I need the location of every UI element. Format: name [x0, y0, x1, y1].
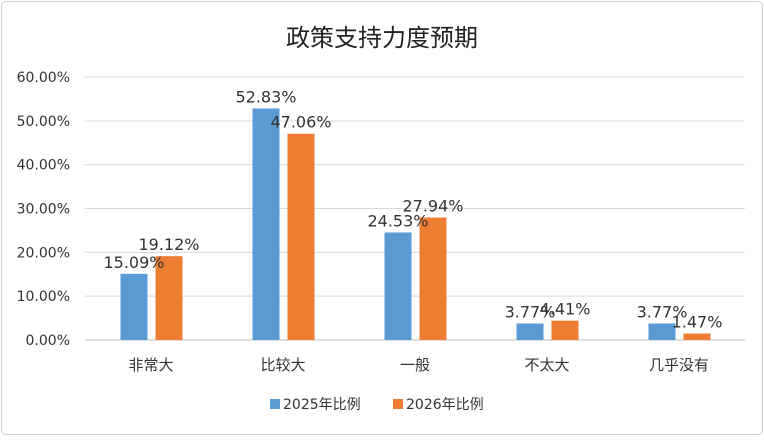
- data-label: 3.77%: [637, 302, 688, 321]
- bar-2025: [648, 323, 676, 340]
- bar-2026: [419, 217, 447, 340]
- bar-2025: [120, 273, 148, 340]
- data-label: 3.77%: [505, 302, 556, 321]
- legend-swatch: [393, 399, 403, 409]
- bar-2025: [252, 108, 280, 340]
- legend-label: 2025年比例: [283, 397, 361, 413]
- chart-title: 政策支持力度预期: [286, 24, 478, 52]
- data-label: 15.09%: [103, 253, 164, 272]
- data-label: 1.47%: [672, 313, 723, 332]
- bar-2026: [683, 333, 711, 340]
- legend-label: 2026年比例: [406, 397, 484, 413]
- legend-swatch: [270, 399, 280, 409]
- y-tick-label: 60.00%: [17, 70, 70, 86]
- data-label: 52.83%: [235, 87, 296, 106]
- bar-2025: [516, 323, 544, 340]
- y-tick-label: 10.00%: [17, 289, 70, 305]
- data-label: 24.53%: [367, 211, 428, 230]
- x-tick-label: 比较大: [260, 356, 305, 374]
- y-tick-label: 30.00%: [17, 202, 70, 218]
- data-label: 27.94%: [402, 197, 463, 216]
- bar-2026: [551, 320, 579, 340]
- bar-2026: [155, 256, 183, 340]
- y-tick-label: 0.00%: [26, 333, 70, 349]
- x-tick-label: 一般: [400, 356, 430, 374]
- data-label: 4.41%: [540, 300, 591, 319]
- x-tick-label: 不太大: [524, 356, 569, 374]
- y-tick-label: 20.00%: [17, 245, 70, 261]
- x-tick-label: 几乎没有: [649, 356, 709, 374]
- y-tick-label: 40.00%: [17, 158, 70, 174]
- x-tick-label: 非常大: [128, 356, 173, 374]
- data-label: 19.12%: [138, 235, 199, 254]
- y-tick-label: 50.00%: [17, 114, 70, 130]
- bar-2025: [384, 232, 412, 340]
- data-label: 47.06%: [270, 113, 331, 132]
- bar-2026: [287, 133, 315, 340]
